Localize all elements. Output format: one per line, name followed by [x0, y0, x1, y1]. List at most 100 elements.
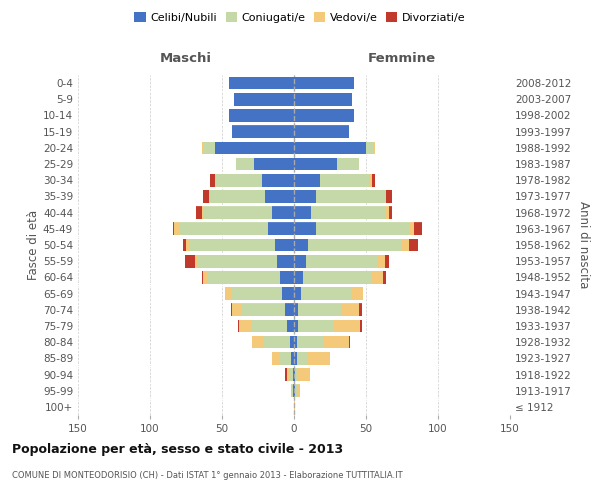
Bar	[373, 142, 374, 154]
Bar	[291, 352, 294, 364]
Bar	[320, 174, 370, 186]
Bar	[308, 352, 330, 364]
Bar	[301, 288, 352, 300]
Bar	[286, 368, 287, 381]
Bar	[216, 174, 262, 186]
Bar	[225, 288, 232, 300]
Bar	[293, 384, 294, 397]
Bar	[297, 336, 323, 348]
Bar	[294, 271, 302, 283]
Legend: Celibi/Nubili, Coniugati/e, Vedovi/e, Divorziati/e: Celibi/Nubili, Coniugati/e, Vedovi/e, Di…	[130, 8, 470, 28]
Bar	[359, 304, 362, 316]
Bar	[294, 368, 295, 381]
Bar	[409, 222, 413, 235]
Bar	[377, 255, 385, 268]
Bar	[197, 255, 277, 268]
Bar	[413, 222, 422, 235]
Bar	[294, 222, 316, 235]
Bar	[290, 368, 293, 381]
Bar	[297, 352, 308, 364]
Bar	[209, 190, 211, 202]
Bar	[254, 158, 294, 170]
Bar	[402, 238, 409, 252]
Bar	[372, 174, 374, 186]
Text: Maschi: Maschi	[160, 52, 212, 65]
Bar	[385, 255, 389, 268]
Bar	[238, 320, 239, 332]
Bar	[229, 77, 294, 90]
Bar	[385, 190, 386, 202]
Bar	[295, 368, 298, 381]
Bar	[232, 288, 283, 300]
Bar	[185, 255, 194, 268]
Bar	[283, 288, 294, 300]
Bar	[297, 384, 300, 397]
Bar	[211, 174, 215, 186]
Bar	[298, 304, 341, 316]
Bar	[294, 158, 337, 170]
Bar	[232, 126, 294, 138]
Bar	[316, 222, 409, 235]
Bar	[232, 304, 242, 316]
Bar	[294, 336, 297, 348]
Bar	[311, 206, 386, 219]
Bar	[294, 238, 308, 252]
Bar	[294, 352, 297, 364]
Bar	[189, 238, 275, 252]
Bar	[334, 320, 360, 332]
Y-axis label: Anni di nascita: Anni di nascita	[577, 202, 590, 288]
Bar	[323, 336, 349, 348]
Bar	[389, 206, 392, 219]
Bar	[294, 190, 316, 202]
Bar	[196, 206, 202, 219]
Text: COMUNE DI MONTEODORISIO (CH) - Dati ISTAT 1° gennaio 2013 - Elaborazione TUTTITA: COMUNE DI MONTEODORISIO (CH) - Dati ISTA…	[12, 471, 403, 480]
Bar	[352, 288, 363, 300]
Bar	[262, 174, 294, 186]
Bar	[293, 368, 294, 381]
Bar	[280, 271, 294, 283]
Bar	[383, 271, 386, 283]
Bar	[360, 320, 362, 332]
Bar	[294, 206, 311, 219]
Bar	[272, 352, 280, 364]
Bar	[341, 304, 359, 316]
Bar	[308, 238, 402, 252]
Bar	[265, 190, 294, 202]
Bar	[294, 109, 355, 122]
Bar	[233, 93, 294, 106]
Bar	[239, 320, 251, 332]
Bar	[298, 368, 310, 381]
Bar	[272, 206, 294, 219]
Bar	[202, 206, 203, 219]
Bar	[294, 288, 301, 300]
Bar	[202, 271, 203, 283]
Bar	[287, 368, 290, 381]
Bar	[277, 255, 294, 268]
Bar	[294, 400, 295, 413]
Bar	[242, 304, 286, 316]
Bar	[236, 158, 254, 170]
Bar	[194, 255, 197, 268]
Y-axis label: Fasce di età: Fasce di età	[27, 210, 40, 280]
Bar	[203, 142, 215, 154]
Bar	[294, 320, 298, 332]
Bar	[294, 77, 355, 90]
Bar	[280, 352, 291, 364]
Bar	[337, 158, 359, 170]
Bar	[183, 238, 186, 252]
Bar	[294, 384, 295, 397]
Bar	[230, 304, 232, 316]
Bar	[294, 174, 320, 186]
Bar	[287, 320, 294, 332]
Bar	[294, 93, 352, 106]
Bar	[295, 384, 297, 397]
Bar	[268, 222, 294, 235]
Bar	[229, 109, 294, 122]
Bar	[294, 304, 298, 316]
Bar	[291, 384, 293, 397]
Text: Femmine: Femmine	[368, 52, 436, 65]
Bar	[386, 206, 389, 219]
Bar	[349, 336, 350, 348]
Text: Popolazione per età, sesso e stato civile - 2013: Popolazione per età, sesso e stato civil…	[12, 442, 343, 456]
Bar	[208, 271, 280, 283]
